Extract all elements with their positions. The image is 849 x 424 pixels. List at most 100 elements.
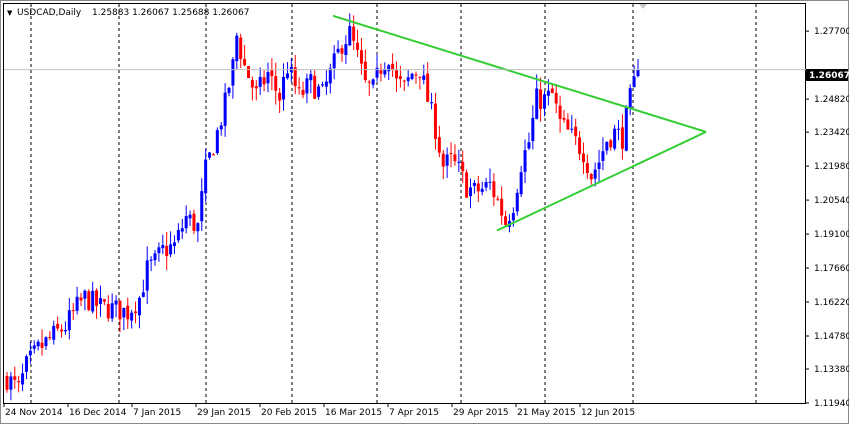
time-tick-label: 12 Jun 2015	[581, 408, 635, 418]
candle-body	[437, 137, 441, 153]
plot-area	[3, 3, 806, 404]
candle-body	[227, 87, 231, 94]
candle-body	[496, 198, 500, 200]
candle-body	[492, 181, 496, 198]
candle-body	[145, 260, 149, 291]
candle-body	[87, 291, 91, 311]
candle-body	[91, 290, 95, 312]
candle-body	[24, 356, 28, 372]
candle-body	[157, 247, 161, 254]
time-tick-label: 16 Dec 2014	[69, 408, 127, 418]
symbol-label: USDCAD,Daily	[17, 8, 82, 18]
price-tick-label: 1.19100	[814, 230, 849, 240]
candle-body	[395, 70, 399, 79]
shift-marker-icon[interactable]	[639, 4, 647, 9]
candle-body	[165, 245, 169, 257]
trendlines[interactable]	[332, 14, 707, 232]
price-tick-label: 1.14780	[814, 332, 849, 342]
candle-body	[562, 118, 566, 120]
candle-body	[110, 303, 114, 319]
candle-body	[433, 103, 437, 139]
candle-body	[441, 153, 445, 167]
candle-body	[348, 26, 352, 46]
candle-body	[126, 305, 130, 320]
candle-body	[379, 70, 383, 74]
candle-body	[106, 303, 110, 319]
time-axis: 24 Nov 2014 16 Dec 2014 7 Jan 2015 29 Jan 2…	[3, 403, 635, 418]
candle-body	[293, 67, 297, 87]
candle-body	[13, 376, 17, 380]
time-tick-label: 20 Feb 2015	[261, 408, 317, 418]
candle-body	[9, 376, 13, 390]
candle-body	[352, 26, 356, 41]
candle-body	[523, 150, 527, 172]
candle-body	[149, 259, 153, 261]
candle-body	[21, 373, 25, 385]
candle-body	[574, 126, 578, 137]
candle-body	[461, 161, 465, 172]
candle-body	[313, 75, 317, 99]
candle-body	[624, 107, 628, 151]
candle-body	[254, 86, 258, 89]
candle-body	[79, 297, 83, 301]
candle-body	[321, 84, 324, 86]
candle-body	[387, 65, 391, 72]
candle-body	[445, 154, 449, 166]
candle-body	[122, 307, 126, 318]
candle-body	[375, 67, 379, 78]
candle-body	[636, 69, 640, 77]
candle-body	[484, 182, 488, 188]
candle-body	[340, 48, 344, 54]
price-axis: 1.27700 1.24820 1.23420 1.21980 1.20540 1.191…	[805, 27, 849, 409]
candle-body	[98, 298, 102, 305]
candle-body	[5, 376, 9, 390]
candle-body	[169, 244, 173, 255]
candle-body	[371, 79, 375, 85]
candle-body	[282, 76, 286, 100]
price-tick-label: 1.27700	[814, 27, 849, 37]
candle-body	[597, 162, 601, 170]
candle-body	[223, 92, 227, 126]
price-tick-label: 1.23420	[814, 128, 849, 138]
candle-body	[153, 253, 157, 261]
candle-body	[515, 192, 519, 212]
candle-body	[453, 154, 457, 162]
price-tick-label: 1.11940	[814, 399, 849, 409]
price-tick-label: 1.13380	[814, 365, 849, 375]
candle-body	[176, 230, 180, 241]
candle-body	[617, 128, 621, 130]
candle-body	[531, 117, 535, 142]
candle-body	[472, 182, 476, 186]
candle-body	[601, 151, 605, 161]
candle-body	[130, 312, 134, 321]
candle-body	[414, 74, 418, 76]
candles	[5, 13, 640, 401]
candle-body	[301, 89, 305, 95]
candle-body	[309, 74, 313, 81]
lower-trendline[interactable]	[496, 130, 707, 232]
candle-body	[95, 290, 99, 306]
candle-body	[550, 88, 554, 93]
candle-body	[620, 127, 624, 149]
upper-trendline[interactable]	[332, 14, 707, 133]
candle-body	[578, 137, 582, 154]
candle-body	[449, 153, 453, 155]
candle-body	[274, 76, 278, 91]
candle-body	[504, 216, 508, 225]
candle-body	[215, 130, 219, 153]
dropdown-arrow-icon[interactable]: ▼	[7, 9, 13, 17]
candle-body	[426, 73, 430, 102]
candle-body	[546, 90, 550, 96]
candle-body	[246, 66, 250, 79]
candle-body	[356, 42, 360, 50]
candle-body	[457, 161, 461, 163]
candle-body	[609, 140, 613, 148]
candle-body	[317, 86, 321, 97]
candle-body	[188, 214, 192, 219]
price-tick-label: 1.20540	[814, 196, 849, 206]
candle-body	[28, 350, 32, 356]
candle-body	[137, 297, 141, 316]
candle-body	[219, 125, 223, 130]
